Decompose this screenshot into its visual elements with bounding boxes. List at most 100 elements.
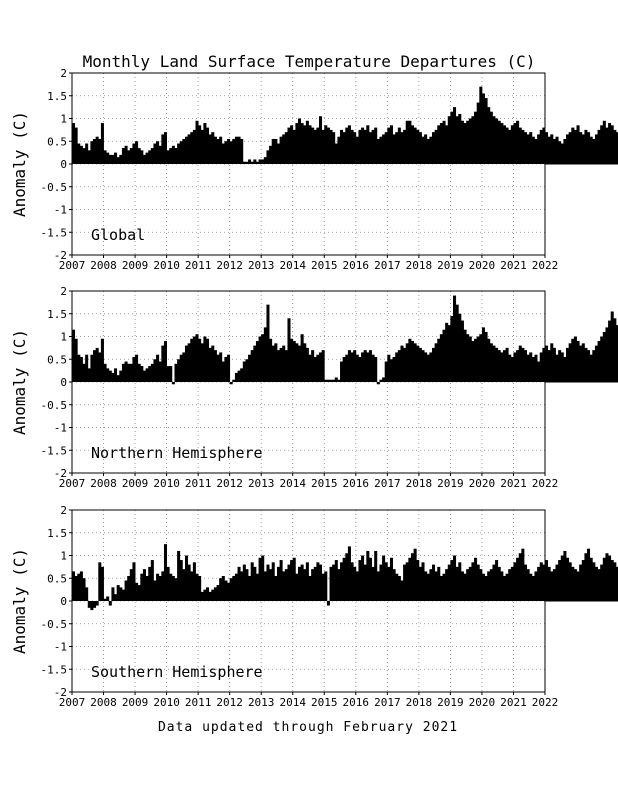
- bar: [124, 361, 128, 382]
- bar: [455, 116, 459, 164]
- bar: [248, 575, 252, 601]
- bar: [602, 557, 606, 601]
- bar: [579, 345, 583, 382]
- bar: [234, 136, 238, 164]
- bar: [455, 304, 459, 382]
- bar: [229, 141, 233, 164]
- x-tick-label: 2008: [90, 259, 117, 272]
- bar: [450, 316, 454, 382]
- bar: [481, 327, 485, 382]
- bar: [269, 569, 273, 601]
- bar: [455, 566, 459, 602]
- bar: [576, 341, 580, 382]
- bar: [232, 138, 236, 164]
- bar: [610, 560, 614, 601]
- bar: [505, 127, 509, 164]
- bar: [116, 375, 120, 382]
- bar: [589, 354, 593, 382]
- bar: [135, 354, 139, 382]
- x-tick-label: 2010: [153, 259, 180, 272]
- bar: [98, 138, 102, 164]
- bar: [384, 562, 388, 601]
- bar: [387, 127, 391, 164]
- bar: [208, 347, 212, 383]
- bar: [426, 573, 430, 601]
- bar: [82, 363, 86, 382]
- bar: [227, 354, 231, 382]
- bar: [466, 334, 470, 382]
- y-tick-label: 1: [60, 331, 67, 344]
- bar: [276, 350, 280, 382]
- bar: [518, 127, 522, 164]
- bar: [282, 345, 286, 382]
- x-tick-label: 2009: [122, 696, 149, 709]
- bar: [240, 138, 244, 164]
- bar: [397, 575, 401, 601]
- bar: [413, 548, 417, 601]
- bar: [271, 562, 275, 601]
- x-tick-label: 2009: [122, 477, 149, 490]
- bar: [250, 350, 254, 382]
- bar: [221, 143, 225, 164]
- bar: [211, 345, 215, 382]
- bar: [224, 580, 228, 601]
- bar: [337, 569, 341, 601]
- bar: [184, 555, 189, 601]
- x-tick-label: 2014: [279, 696, 306, 709]
- bar: [463, 123, 467, 164]
- bar: [169, 148, 173, 164]
- bar: [463, 329, 467, 382]
- x-tick-label: 2021: [500, 696, 527, 709]
- bar: [592, 138, 596, 164]
- bar: [166, 366, 170, 382]
- bar: [400, 132, 404, 164]
- bar: [495, 347, 499, 383]
- bar: [198, 125, 202, 164]
- bar: [497, 350, 501, 382]
- bar: [421, 562, 425, 601]
- bar: [361, 555, 365, 601]
- bar: [85, 587, 89, 601]
- bar: [347, 125, 351, 164]
- bar: [287, 318, 291, 382]
- bar: [405, 343, 409, 382]
- bar: [332, 132, 336, 164]
- bar: [274, 575, 278, 601]
- bar: [229, 382, 233, 385]
- bar: [363, 350, 367, 382]
- bar: [460, 571, 464, 601]
- bar: [392, 134, 396, 164]
- bar: [253, 345, 257, 382]
- bar: [216, 138, 220, 164]
- bar: [95, 136, 99, 164]
- bar: [93, 350, 97, 382]
- bar: [368, 132, 372, 164]
- bar: [129, 363, 133, 382]
- bar: [290, 338, 294, 382]
- bar: [345, 553, 349, 601]
- x-tick-label: 2021: [500, 477, 527, 490]
- bar: [171, 145, 175, 164]
- bar: [77, 143, 81, 164]
- bar: [539, 129, 543, 165]
- bar: [237, 136, 241, 164]
- bar: [468, 566, 472, 602]
- y-tick-label: -2: [54, 249, 67, 262]
- bar: [219, 578, 223, 601]
- bar: [158, 145, 162, 164]
- bar: [145, 368, 149, 382]
- bar: [358, 560, 362, 601]
- bar: [516, 120, 520, 164]
- bar: [261, 159, 265, 164]
- bar: [334, 377, 338, 382]
- x-tick-label: 2016: [343, 696, 370, 709]
- bar: [129, 569, 133, 601]
- bar: [397, 127, 401, 164]
- bar: [319, 352, 323, 382]
- bar: [537, 134, 541, 164]
- bar: [432, 347, 436, 383]
- bar: [111, 154, 115, 164]
- y-tick-label: 1.5: [47, 308, 67, 321]
- bar: [563, 356, 567, 382]
- bar: [311, 569, 315, 601]
